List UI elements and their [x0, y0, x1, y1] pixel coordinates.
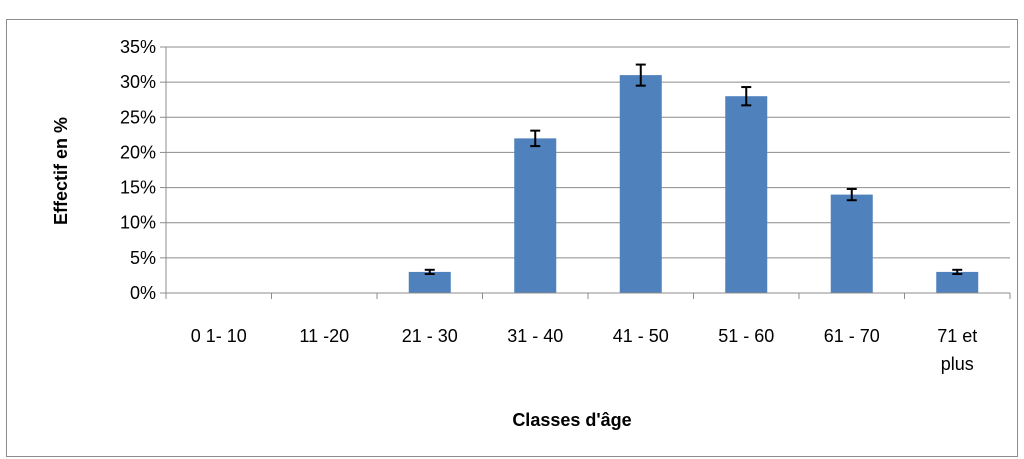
x-axis-title: Classes d'âge	[512, 410, 631, 430]
x-tick-label: 21 - 30	[402, 326, 458, 346]
x-tick-label: 0 1- 10	[191, 326, 247, 346]
x-tick-labels: 0 1- 10 11 -20 21 - 30 31 - 40 41 - 50 51 - 6…	[191, 326, 978, 374]
x-tick-label: 51 - 60	[718, 326, 774, 346]
y-tick-label: 35%	[120, 37, 156, 57]
bar	[936, 271, 979, 293]
bar	[830, 194, 873, 293]
y-tick-label: 15%	[120, 178, 156, 198]
gridlines	[160, 46, 1010, 294]
x-tick-label: 11 -20	[299, 326, 349, 346]
y-tick-labels: 0% 5% 10% 15% 20% 25% 30% 35%	[120, 37, 156, 303]
bars	[408, 75, 979, 293]
axes	[165, 47, 1011, 299]
error-bar	[635, 63, 646, 87]
error-bar	[424, 268, 435, 276]
y-tick-label: 25%	[120, 107, 156, 127]
bar	[619, 75, 662, 293]
y-tick-label: 10%	[120, 213, 156, 233]
y-axis-title: Effectif en %	[51, 117, 71, 225]
y-tick-label: 5%	[130, 248, 156, 268]
x-tick-label: 41 - 50	[613, 326, 669, 346]
x-tick-label: 71 et plus	[937, 326, 977, 374]
error-bar	[846, 187, 857, 202]
error-bar	[952, 268, 963, 276]
y-tick-label: 0%	[130, 283, 156, 303]
error-bar	[530, 129, 541, 148]
bar	[514, 138, 557, 293]
error-bar	[741, 86, 752, 107]
x-tick-label: 61 - 70	[824, 326, 880, 346]
y-tick-label: 30%	[120, 72, 156, 92]
x-tick-label: 31 - 40	[507, 326, 563, 346]
y-tick-label: 20%	[120, 142, 156, 162]
error-bars	[424, 63, 963, 276]
bar	[725, 96, 768, 293]
bar	[408, 271, 451, 293]
